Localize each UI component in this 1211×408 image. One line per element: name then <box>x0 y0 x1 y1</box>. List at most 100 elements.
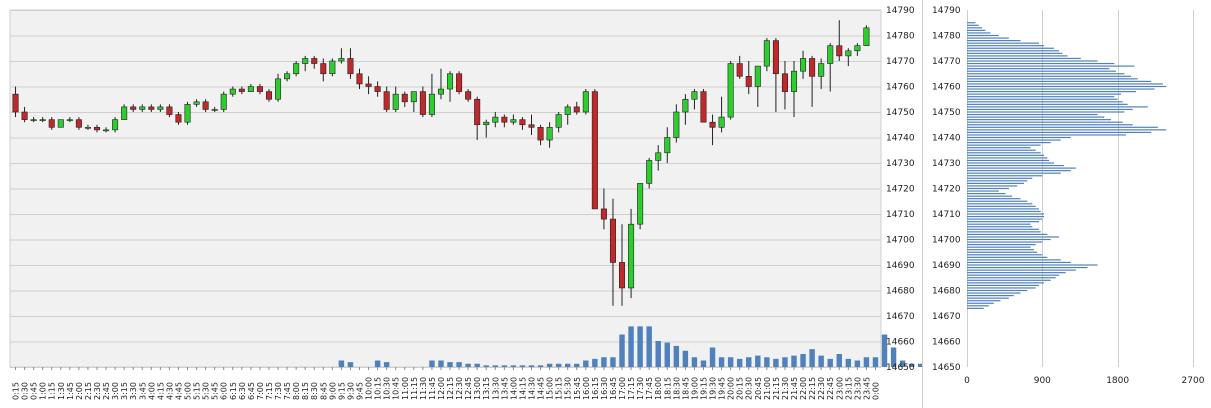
volume-bar <box>655 341 661 367</box>
profile-bar <box>967 164 1065 167</box>
time-tick-label: 19:00 <box>690 377 699 400</box>
profile-bar <box>967 147 1031 149</box>
time-tick-label: 10:45 <box>392 377 401 400</box>
candle-up <box>845 50 852 57</box>
profile-bar <box>967 45 1045 47</box>
profile-x-tick-label: 900 <box>1034 376 1051 386</box>
candle-down <box>12 93 19 113</box>
profile-bar <box>967 65 1135 67</box>
time-tick-label: 16:30 <box>600 377 609 400</box>
price-y-tick-label: 14740 <box>886 134 915 144</box>
profile-bar <box>967 37 1009 39</box>
profile-bar <box>967 157 1048 159</box>
time-tick-label: 3:45 <box>138 382 147 400</box>
profile-bar <box>967 167 1076 169</box>
profile-bar <box>967 259 1061 261</box>
profile-bar <box>967 142 1051 144</box>
volume-bar <box>483 365 489 367</box>
time-tick-label: 12:30 <box>455 377 464 400</box>
time-tick-label: 3:15 <box>120 382 129 400</box>
time-tick-label: 4:15 <box>156 382 165 400</box>
volume-bar <box>854 360 861 367</box>
profile-bar <box>967 302 994 304</box>
profile-bar <box>967 272 1066 274</box>
volume-bar <box>746 357 752 367</box>
volume-bar <box>574 363 580 367</box>
price-y-tick-label: 14680 <box>886 287 915 297</box>
candle-down <box>93 127 101 131</box>
candle-up <box>157 106 164 110</box>
profile-bar <box>967 32 991 34</box>
price-y-tick-label: 14700 <box>886 236 915 246</box>
time-tick-label: 8:30 <box>310 382 319 400</box>
time-tick-label: 12:45 <box>464 377 473 400</box>
profile-bar <box>967 305 989 307</box>
volume-bar <box>791 355 797 367</box>
volume-bar <box>456 362 462 367</box>
profile-y-tick-label: 14720 <box>932 185 961 195</box>
volume-bar <box>836 354 842 367</box>
volume-bar <box>809 349 815 367</box>
profile-y-tick-label: 14660 <box>932 338 961 348</box>
time-tick-label: 8:45 <box>319 382 328 400</box>
profile-bar <box>967 226 1033 228</box>
profile-bar <box>967 284 1039 286</box>
time-tick-label: 22:00 <box>799 377 808 400</box>
candle-up <box>646 160 653 184</box>
profile-bar <box>967 190 999 192</box>
candle-down <box>836 45 843 57</box>
profile-bar <box>967 91 1137 93</box>
profile-bar <box>967 203 1033 205</box>
candle-up <box>84 127 91 129</box>
time-tick-label: 13:00 <box>473 377 482 400</box>
volume-bar <box>637 326 643 367</box>
profile-bar <box>967 289 1028 292</box>
volume-bar <box>519 365 526 367</box>
profile-bar <box>967 200 1028 202</box>
time-tick-label: 23:00 <box>835 377 844 400</box>
volume-profile-chart: 14650 14660 14670 14680 14690 14700 14710 14720… <box>922 0 1205 408</box>
volume-bar <box>918 363 922 367</box>
profile-bar <box>967 279 1051 281</box>
volume-bar <box>555 363 562 367</box>
candle-down <box>166 106 173 115</box>
candle-up <box>637 183 644 225</box>
profile-bar <box>967 62 1115 65</box>
volume-bar <box>610 357 616 367</box>
profile-bar <box>967 57 1081 60</box>
profile-bars <box>967 22 1167 309</box>
volume-bar <box>583 360 589 367</box>
candle-down <box>501 116 508 123</box>
profile-bar <box>967 85 1167 88</box>
candle-down <box>75 119 82 128</box>
profile-bar <box>967 266 1088 269</box>
volume-bar <box>845 358 852 367</box>
candle-up <box>582 91 589 113</box>
time-tick-label: 5:15 <box>193 382 202 400</box>
price-y-tick-label: 14750 <box>886 108 915 118</box>
profile-bar <box>967 233 1048 235</box>
candle-down <box>202 101 209 110</box>
price-y-tick-label: 14670 <box>886 312 915 322</box>
price-y-tick-label: 14720 <box>886 185 915 195</box>
candle-down <box>745 76 752 87</box>
candle-up <box>293 63 300 75</box>
time-tick-label: 13:30 <box>491 377 500 400</box>
time-tick-label: 2:30 <box>93 382 102 400</box>
profile-bar <box>967 261 1071 264</box>
profile-y-tick-label: 14780 <box>932 32 961 42</box>
time-tick-label: 14:45 <box>537 377 546 400</box>
volume-bar <box>718 357 725 367</box>
time-tick-label: 19:45 <box>718 377 727 400</box>
profile-bar <box>967 210 1041 213</box>
profile-y-tick-label: 14760 <box>932 83 961 93</box>
profile-bar <box>967 162 1055 164</box>
candle-down <box>265 91 272 100</box>
profile-bar <box>967 124 1133 126</box>
candle-up <box>682 98 689 113</box>
profile-bar <box>967 269 1076 271</box>
volume-bar <box>764 357 770 367</box>
profile-bar <box>967 221 1039 223</box>
price-y-axis: 14650 14660 14670 14680 14690 14700 14710 14720… <box>886 6 915 373</box>
candle-up <box>691 91 698 100</box>
